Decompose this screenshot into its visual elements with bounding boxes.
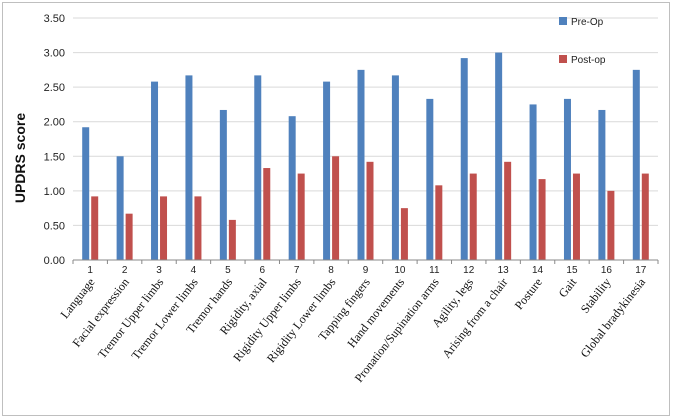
y-tick-label: 1.00 [44,186,65,198]
bar-post-op [228,219,236,260]
legend-label: Pre-Op [571,17,604,28]
bar-post-op [263,168,271,260]
x-category-label: Global bradykinesia [577,275,648,361]
x-number-label: 13 [498,265,510,276]
x-number-label: 6 [259,265,265,276]
bar-post-op [435,185,443,260]
bar-post-op [469,173,477,260]
bar-pre-op [391,75,399,260]
bar-pre-op [495,52,503,261]
bar-post-op [538,179,546,260]
x-number-label: 16 [601,265,613,276]
bar-pre-op [151,81,159,261]
x-number-label: 4 [191,265,197,276]
x-number-label: 15 [566,265,578,276]
x-category-label: Stability [578,275,614,316]
bar-post-op [607,190,615,260]
y-tick-label: 2.00 [44,117,65,129]
bar-pre-op [219,109,227,261]
bar-pre-op [426,98,434,260]
x-axis [72,259,659,264]
bar-pre-op [632,69,640,260]
x-number-label: 9 [363,265,369,276]
bar-pre-op [254,75,262,260]
bar-post-op [160,196,168,260]
x-number-label: 8 [328,265,334,276]
y-gridlines [73,17,658,261]
x-number-label: 1 [87,265,93,276]
y-tick-label: 3.50 [44,13,65,25]
bar-pre-op [357,69,365,260]
x-number-label: 7 [294,265,300,276]
x-number-label: 12 [463,265,475,276]
bar-pre-op [460,58,468,260]
y-tick-label: 3.00 [44,48,65,60]
y-tick-label: 2.50 [44,82,65,94]
bar-pre-op [185,75,193,260]
x-category-label: Posture [512,275,545,312]
x-number-label: 2 [122,265,128,276]
x-category-label: Gait [556,275,580,300]
legend-label: Post-op [571,55,606,66]
x-number-label: 11 [429,265,440,276]
x-number-label: 5 [225,265,231,276]
y-tick-label: 0.00 [44,255,65,267]
bar-post-op [641,173,649,260]
bar-post-op [572,173,580,260]
bar-post-op [400,208,408,260]
x-category-label: Arising from a chair [439,275,510,361]
bar-post-op [125,213,133,260]
x-number-labels: 1 2 3 4 5 6 7 8 9 10 11 12 13 14 15 16 17 [87,265,646,276]
y-tick-label: 0.50 [44,220,65,232]
y-axis-title: UPDRS score [12,113,28,203]
bar-post-op [91,196,99,260]
bar-post-op [332,156,340,260]
legend-swatch [559,55,567,63]
bar-pre-op [323,81,331,261]
x-number-label: 3 [156,265,162,276]
bar-post-op [366,161,374,260]
bar-pre-op [116,156,124,260]
bar-pre-op [563,98,571,260]
bar-pre-op [288,116,296,260]
legend: Pre-Op Post-op [559,17,606,66]
bar-post-op [297,173,305,260]
x-number-label: 10 [394,265,406,276]
legend-swatch [559,17,567,25]
y-tick-label: 1.50 [44,151,65,163]
bar-pre-op [82,127,90,260]
x-number-label: 17 [635,265,647,276]
y-tick-labels: 0.00 0.50 1.00 1.50 2.00 2.50 3.00 3.50 [44,13,65,267]
bar-pre-op [529,104,537,260]
bar-pre-op [598,109,606,261]
bars [82,52,649,261]
bar-post-op [504,161,512,260]
x-number-label: 14 [532,265,544,276]
bar-post-op [194,196,202,260]
